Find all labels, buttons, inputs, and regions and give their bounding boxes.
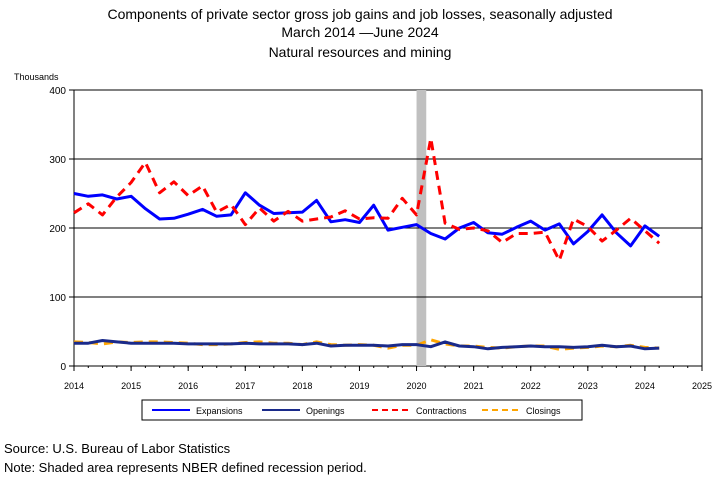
line-chart: 0 100 200 300 400 2014 2015 2016 2017 2018 2019 202…	[49, 86, 712, 421]
chart-title: Components of private sector gross job g…	[107, 6, 613, 22]
legend	[141, 399, 583, 421]
legend-label-expansions: Expansions	[196, 406, 243, 416]
x-tick-label: 2020	[407, 381, 427, 391]
series-line-expansions	[73, 191, 661, 248]
series-line-openings	[74, 339, 660, 351]
chart-subtitle-industry: Natural resources and mining	[268, 44, 452, 60]
legend-label-openings: Openings	[306, 406, 345, 416]
x-tick-label: 2024	[635, 381, 655, 391]
legend-label-contractions: Contractions	[416, 406, 467, 416]
chart-subtitle-period: March 2014 —June 2024	[281, 24, 439, 40]
legend-label-closings: Closings	[526, 406, 561, 416]
y-tick-label: 100	[49, 293, 66, 304]
x-tick-label: 2018	[292, 381, 312, 391]
series-line-contractions	[73, 136, 661, 262]
x-tick-label: 2022	[521, 381, 541, 391]
x-tick-label: 2016	[178, 381, 198, 391]
x-tick-label: 2019	[349, 381, 369, 391]
y-tick-label: 200	[49, 224, 66, 235]
source-note: Source: U.S. Bureau of Labor Statistics	[4, 441, 231, 456]
y-tick-label: 0	[60, 362, 66, 373]
recession-note: Note: Shaded area represents NBER define…	[4, 460, 367, 475]
y-tick-label: 400	[49, 86, 66, 97]
y-tick-label: 300	[49, 155, 66, 166]
x-tick-label: 2025	[692, 381, 712, 391]
x-tick-label: 2017	[235, 381, 255, 391]
x-tick-label: 2015	[121, 381, 141, 391]
x-tick-label: 2021	[464, 381, 484, 391]
y-axis-label: Thousands	[14, 72, 59, 82]
x-tick-label: 2014	[64, 381, 84, 391]
x-tick-label: 2023	[578, 381, 598, 391]
